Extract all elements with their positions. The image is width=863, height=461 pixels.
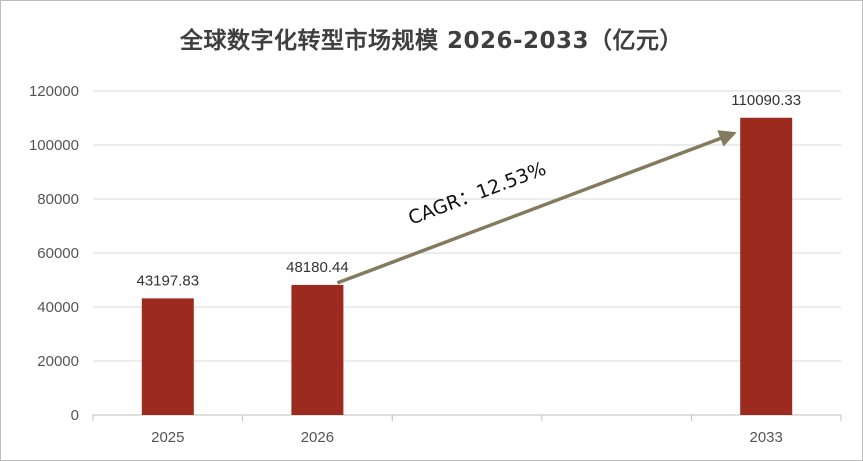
- y-tick-label: 60000: [37, 245, 79, 262]
- bar-2026: [291, 284, 344, 415]
- x-tick-label-2026: 2026: [301, 429, 334, 446]
- y-tick-label: 20000: [37, 353, 79, 370]
- x-tick-label-2025: 2025: [151, 429, 184, 446]
- data-label-2025: 43197.83: [137, 272, 200, 289]
- y-tick-label: 100000: [29, 137, 79, 154]
- x-tick-label-2033: 2033: [750, 429, 783, 446]
- bar-2033: [740, 117, 793, 416]
- chart-title: 全球数字化转型市场规模 2026-2033（亿元）: [179, 28, 684, 54]
- data-label-2026: 48180.44: [286, 259, 349, 276]
- cagr-arrow: [336, 130, 737, 285]
- y-tick-label: 80000: [37, 191, 79, 208]
- y-tick-label: 120000: [29, 83, 79, 100]
- y-tick-label: 40000: [37, 299, 79, 316]
- y-tick-label: 0: [71, 407, 79, 424]
- bar-2025: [141, 298, 194, 415]
- data-label-2033: 110090.33: [731, 92, 801, 109]
- cagr-label: CAGR：12.53%: [405, 158, 549, 230]
